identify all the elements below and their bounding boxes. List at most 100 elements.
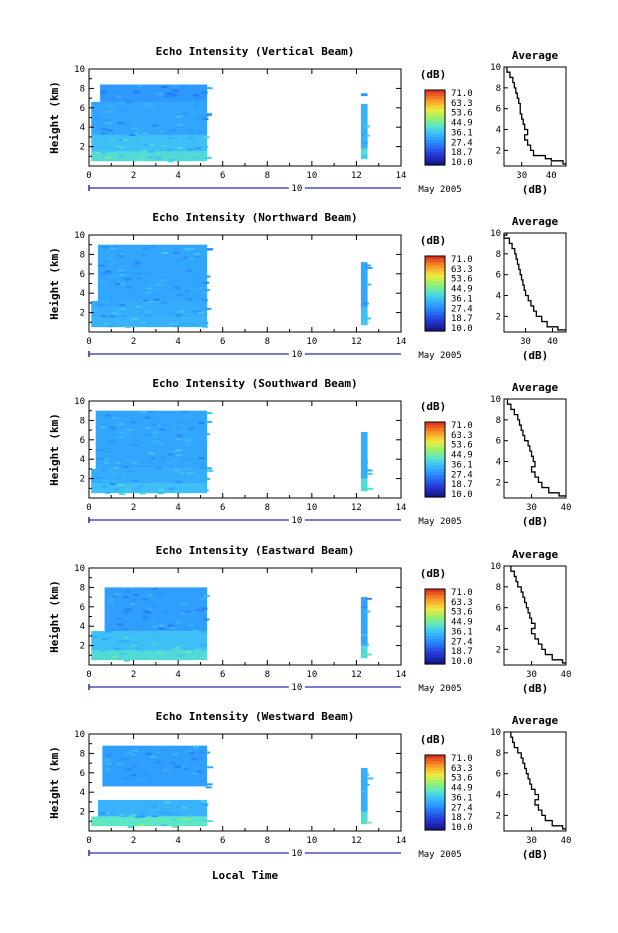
colorbar-cell (425, 601, 445, 606)
echo-cell (176, 123, 183, 126)
echo-cell (159, 130, 166, 133)
panel-title: Echo Intensity (Vertical Beam) (156, 45, 355, 58)
average-x-label: (dB) (522, 183, 549, 196)
echo-cell (151, 803, 158, 806)
echo-region (360, 93, 368, 97)
echo-cell (201, 819, 208, 822)
colorbar-cell (425, 462, 445, 467)
colorbar-cell (425, 115, 445, 119)
colorbar-cell (425, 425, 445, 429)
colorbar-cell (425, 290, 445, 295)
echo-cell (160, 301, 167, 304)
echo-cell (167, 624, 174, 627)
average-y-tick-label: 2 (496, 146, 501, 156)
colorbar-cell (425, 629, 445, 634)
y-tick-label: 6 (80, 603, 85, 613)
echo-cell (144, 427, 151, 430)
echo-cell (142, 247, 149, 250)
echo-cell (116, 313, 123, 316)
colorbar-cell (425, 607, 445, 612)
echo-cell (104, 303, 111, 306)
colorbar-tick-label: 71.0 (451, 89, 473, 99)
x-tick-label: 4 (175, 670, 180, 680)
echo-cell (119, 273, 126, 276)
colorbar-frame (424, 255, 446, 332)
echo-cell (103, 458, 110, 461)
echo-cell (144, 103, 151, 106)
echo-cell (200, 644, 207, 647)
echo-cell (176, 438, 183, 441)
echo-cell (151, 605, 158, 608)
echo-cell (123, 757, 130, 760)
colorbar-cell (425, 111, 445, 116)
echo-region (91, 816, 208, 827)
echo-cell (131, 127, 138, 130)
echo-cell (194, 648, 201, 651)
echo-cell (167, 453, 174, 456)
echo-cell (144, 416, 151, 419)
echo-cell (101, 129, 108, 132)
echo-cell (118, 282, 125, 285)
echo-cell (118, 110, 125, 113)
echo-cell (187, 129, 194, 132)
colorbar-cell (425, 315, 445, 320)
colorbar-cell (425, 155, 445, 160)
echo-cell (117, 653, 124, 656)
echo-cell (181, 619, 188, 622)
echo-cell (126, 751, 133, 754)
echo-cell (363, 125, 370, 128)
echo-cell (207, 248, 214, 251)
colorbar-cell (425, 256, 445, 260)
echo-cell (97, 463, 104, 466)
echo-cell (109, 428, 116, 431)
date-label-bg (288, 182, 305, 192)
echo-cell (173, 251, 180, 254)
echo-cell (150, 245, 157, 248)
echo-cell (134, 261, 141, 264)
colorbar-frame (424, 89, 446, 166)
echo-cell (160, 279, 167, 282)
echo-cell (120, 431, 127, 434)
echo-cell (187, 137, 194, 140)
echo-cell (142, 122, 149, 125)
echo-cell (180, 430, 187, 433)
colorbar-cell (425, 99, 445, 104)
echo-cell (142, 616, 149, 619)
echo-cell (154, 157, 161, 160)
echo-cell (362, 773, 369, 776)
colorbar-cell (425, 595, 445, 599)
echo-cell (193, 281, 200, 284)
x-tick-label: 8 (265, 503, 270, 513)
echo-cell (137, 84, 144, 87)
echo-cell (143, 299, 150, 302)
echo-region (360, 645, 368, 659)
colorbar-cell (425, 484, 445, 489)
echo-cell (120, 271, 127, 274)
echo-cell (199, 467, 206, 470)
echo-cell (152, 431, 159, 434)
echo-cell (202, 489, 209, 492)
echo-region (91, 300, 208, 318)
echo-cell (206, 783, 213, 786)
echo-cell (130, 599, 137, 602)
echo-cell (367, 487, 374, 490)
average-x-tick-label: 30 (520, 337, 531, 347)
echo-cell (167, 257, 174, 260)
echo-cell (142, 598, 149, 601)
average-y-tick-label: 6 (496, 271, 501, 281)
y-tick-label: 2 (80, 475, 85, 485)
echo-cell (118, 484, 125, 487)
echo-cell (204, 275, 211, 278)
echo-cell (130, 116, 137, 119)
echo-cell (120, 757, 127, 760)
colorbar-tick-label: 53.6 (451, 109, 473, 119)
echo-cell (125, 326, 132, 329)
date-label-bg (288, 348, 305, 358)
echo-cell (114, 283, 121, 286)
echo-cell (130, 272, 137, 275)
y-tick-label: 4 (80, 455, 85, 465)
echo-cell (125, 655, 132, 658)
echo-cell (196, 764, 203, 767)
colorbar-cell (425, 770, 445, 775)
echo-cell (206, 412, 213, 415)
